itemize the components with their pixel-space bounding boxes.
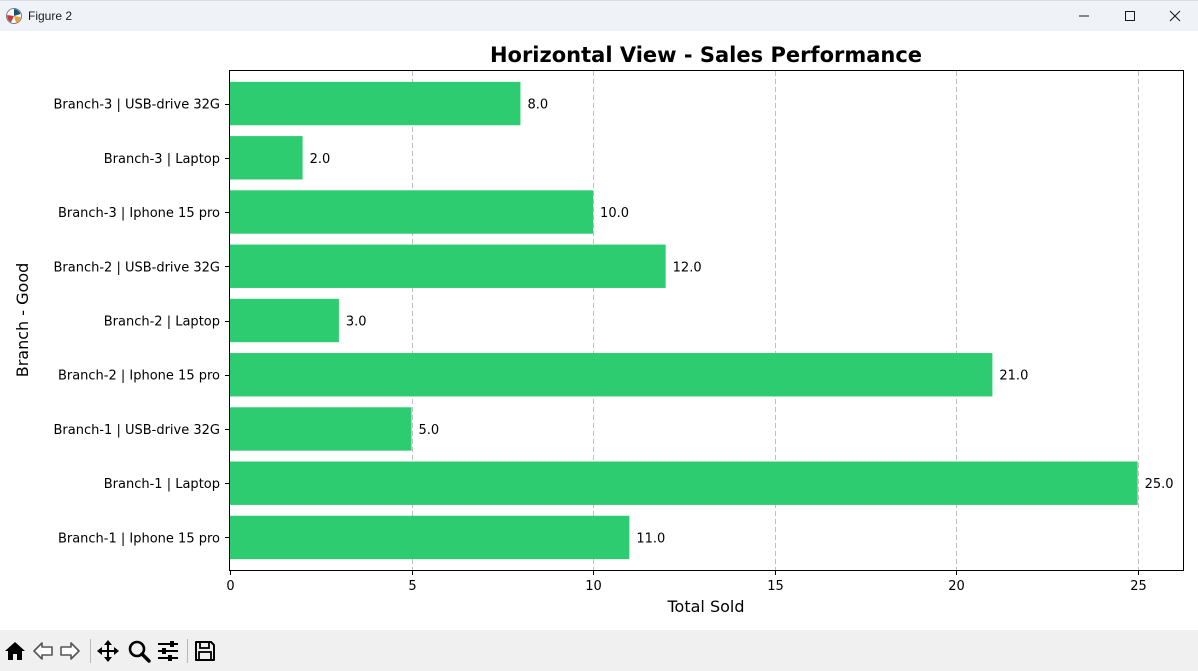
x-tick-label: 10 — [585, 579, 602, 594]
bar[interactable] — [230, 461, 1138, 505]
bar[interactable] — [230, 353, 993, 397]
bar-value-label: 21.0 — [999, 369, 1028, 384]
bar[interactable] — [230, 244, 666, 288]
y-tick-label: Branch-2 | Laptop — [104, 315, 220, 330]
forward-button[interactable] — [57, 638, 83, 664]
maximize-button[interactable] — [1107, 1, 1153, 31]
bar-value-label: 2.0 — [310, 152, 331, 167]
zoom-button[interactable] — [126, 638, 152, 664]
navigation-toolbar — [0, 630, 1198, 671]
toolbar-separator — [187, 639, 188, 663]
bar[interactable] — [230, 136, 303, 180]
x-tick-label: 0 — [226, 579, 234, 594]
bar-value-label: 25.0 — [1145, 477, 1174, 492]
bar-chart: 11.0 25.0 5.0 21.0 3.0 12.0 10.0 2.0 8.0 0 5 10 15 2… — [13, 43, 1184, 616]
save-button[interactable] — [192, 638, 218, 664]
grid-layer — [412, 71, 1139, 570]
bar[interactable] — [230, 81, 521, 126]
x-tick-label: 5 — [408, 579, 416, 594]
window-titlebar: Figure 2 — [0, 0, 1198, 31]
bar-value-label: 12.0 — [673, 260, 702, 275]
pan-button[interactable] — [95, 638, 121, 664]
y-tick-label: Branch-2 | USB-drive 32G — [54, 260, 221, 275]
y-tick-label: Branch-2 | Iphone 15 pro — [58, 369, 220, 384]
y-axis-label: Branch - Good — [13, 263, 32, 378]
x-tick-label: 25 — [1130, 579, 1147, 594]
configure-button[interactable] — [155, 638, 181, 664]
bar[interactable] — [230, 190, 594, 234]
back-button[interactable] — [30, 638, 56, 664]
x-tick-label: 15 — [767, 579, 784, 594]
forward-icon — [60, 642, 80, 660]
x-tick-label: 20 — [948, 579, 965, 594]
y-tick-label: Branch-1 | Iphone 15 pro — [58, 531, 220, 546]
pan-icon — [97, 640, 119, 662]
zoom-icon — [128, 640, 151, 663]
tick-layer: 0 5 10 15 20 25 Branch-1 | Iphone 15 pro Branch… — [54, 98, 1147, 594]
minimize-button[interactable] — [1061, 1, 1107, 31]
close-button[interactable] — [1152, 1, 1198, 31]
home-button[interactable] — [2, 638, 28, 664]
y-tick-label: Branch-3 | Iphone 15 pro — [58, 206, 220, 221]
bar-value-label: 10.0 — [600, 206, 629, 221]
y-tick-label: Branch-1 | Laptop — [104, 477, 220, 492]
window-title: Figure 2 — [28, 9, 73, 23]
close-icon — [1169, 10, 1181, 22]
bar-value-label: 3.0 — [346, 315, 367, 330]
bar-layer: 11.0 25.0 5.0 21.0 3.0 12.0 10.0 2.0 8.0 — [230, 81, 1174, 560]
configure-icon — [158, 641, 178, 661]
home-icon — [5, 642, 25, 660]
figure-canvas[interactable]: 11.0 25.0 5.0 21.0 3.0 12.0 10.0 2.0 8.0 0 5 10 15 2… — [0, 31, 1198, 630]
bar-value-label: 8.0 — [527, 98, 548, 113]
x-axis-label: Total Sold — [667, 597, 745, 616]
toolbar-separator — [90, 639, 91, 663]
y-tick-label: Branch-1 | USB-drive 32G — [54, 423, 221, 438]
save-icon — [195, 641, 215, 661]
maximize-icon — [1125, 11, 1135, 21]
bar-value-label: 11.0 — [636, 531, 665, 546]
minimize-icon — [1079, 15, 1089, 17]
matplotlib-app-icon — [6, 8, 22, 24]
y-tick-label: Branch-3 | Laptop — [104, 152, 220, 167]
y-tick-label: Branch-3 | USB-drive 32G — [54, 98, 221, 113]
bar-value-label: 5.0 — [419, 423, 440, 438]
bar[interactable] — [230, 407, 412, 451]
plot-frame — [229, 70, 1184, 571]
bar[interactable] — [230, 515, 630, 560]
chart-title: Horizontal View - Sales Performance — [490, 43, 922, 67]
bar[interactable] — [230, 298, 339, 343]
back-icon — [33, 642, 53, 660]
